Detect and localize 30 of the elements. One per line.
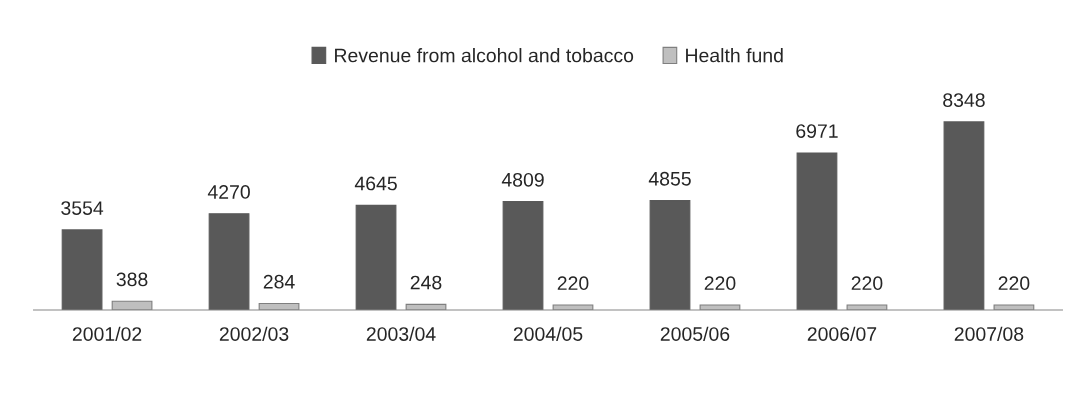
data-label: 4645 xyxy=(354,176,397,191)
data-label: 4855 xyxy=(648,171,691,186)
legend-label: Health fund xyxy=(686,48,783,63)
data-label: 220 xyxy=(704,276,736,291)
bar xyxy=(502,201,544,310)
data-label: 220 xyxy=(851,276,883,291)
x-tick-label: 2007/08 xyxy=(954,326,1024,341)
legend-label: Revenue from alcohol and tobacco xyxy=(335,48,634,63)
x-tick-label: 2003/04 xyxy=(366,326,436,341)
x-tick-label: 2006/07 xyxy=(807,326,877,341)
data-label: 220 xyxy=(998,276,1030,291)
bar xyxy=(61,229,103,310)
data-label: 284 xyxy=(263,274,295,289)
bar xyxy=(355,204,397,310)
x-tick-label: 2002/03 xyxy=(219,326,289,341)
x-tick-label: 2004/05 xyxy=(513,326,583,341)
x-tick-label: 2001/02 xyxy=(72,326,142,341)
data-label: 220 xyxy=(557,276,589,291)
data-label: 3554 xyxy=(61,201,104,215)
bar xyxy=(208,213,250,310)
data-label: 4270 xyxy=(207,185,250,199)
bar xyxy=(943,121,985,310)
bar xyxy=(649,200,691,310)
bar xyxy=(796,152,838,310)
data-label: 248 xyxy=(410,275,442,290)
data-label: 6971 xyxy=(796,124,838,138)
data-label: 4809 xyxy=(501,172,544,187)
data-label: 8348 xyxy=(943,93,985,107)
x-tick-label: 2005/06 xyxy=(660,326,730,341)
data-label: 388 xyxy=(116,272,148,287)
